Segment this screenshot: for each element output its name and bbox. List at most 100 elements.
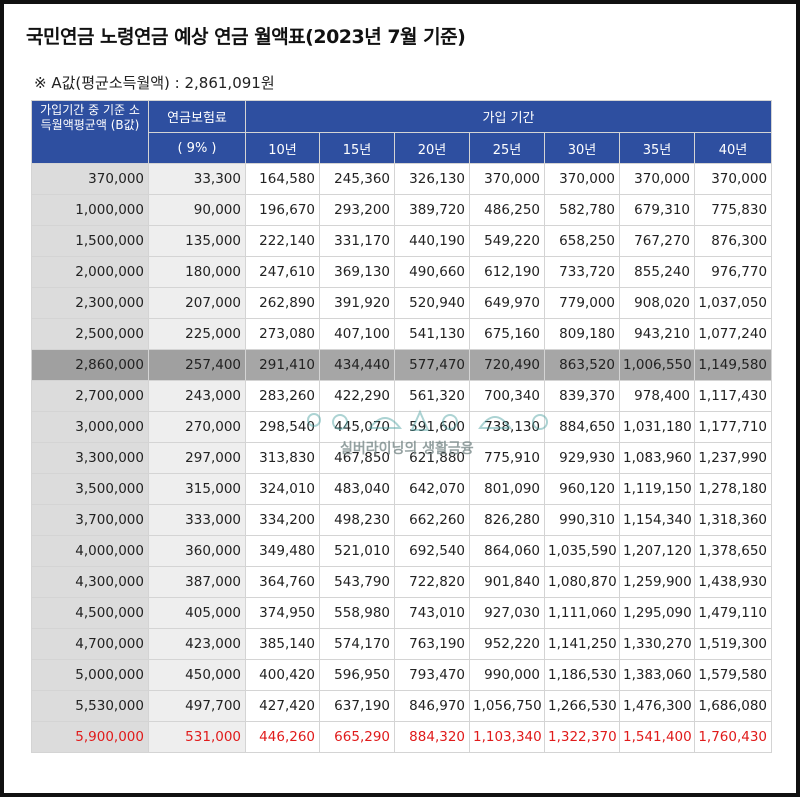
pension-cell: 612,190 (469, 256, 545, 288)
pension-cell: 1,479,110 (693, 597, 773, 629)
pension-cell: 385,140 (245, 628, 320, 660)
pension-cell: 1,080,870 (544, 566, 620, 598)
pension-cell: 846,970 (394, 690, 470, 722)
base-income-cell: 2,700,000 (31, 380, 149, 412)
pension-cell: 370,000 (544, 163, 620, 195)
pension-cell: 665,290 (319, 721, 395, 753)
premium-cell: 315,000 (148, 473, 246, 505)
pension-cell: 331,170 (319, 225, 395, 257)
pension-cell: 908,020 (619, 287, 695, 319)
premium-cell: 531,000 (148, 721, 246, 753)
pension-cell: 901,840 (469, 566, 545, 598)
pension-cell: 1,111,060 (544, 597, 620, 629)
base-income-cell: 1,000,000 (31, 194, 149, 226)
table-row: 1,500,000 135,000 222,140 331,170 440,190 549… (31, 225, 773, 257)
pension-cell: 582,780 (544, 194, 620, 226)
pension-cell: 1,438,930 (693, 566, 773, 598)
pension-cell: 1,177,710 (693, 411, 773, 443)
pension-cell: 884,320 (394, 721, 470, 753)
pension-cell: 649,970 (469, 287, 545, 319)
premium-cell: 270,000 (148, 411, 246, 443)
pension-cell: 864,060 (469, 535, 545, 567)
pension-cell: 952,220 (469, 628, 545, 660)
base-income-cell: 5,530,000 (31, 690, 149, 722)
pension-cell: 561,320 (394, 380, 470, 412)
base-income-cell: 2,860,000 (31, 349, 149, 381)
pension-cell: 990,310 (544, 504, 620, 536)
table-row: 5,000,000 450,000 400,420 596,950 793,470 990… (31, 659, 773, 691)
premium-cell: 90,000 (148, 194, 246, 226)
premium-cell: 135,000 (148, 225, 246, 257)
premium-cell: 257,400 (148, 349, 246, 381)
base-income-cell: 3,500,000 (31, 473, 149, 505)
pension-table: 가입기간 중 기준 소득월액평균액 (B값) 연금보험료 가입 기간 ( 9% … (31, 100, 773, 753)
premium-cell: 405,000 (148, 597, 246, 629)
base-income-cell: 2,000,000 (31, 256, 149, 288)
pension-cell: 374,950 (245, 597, 320, 629)
pension-cell: 483,040 (319, 473, 395, 505)
pension-cell: 196,670 (245, 194, 320, 226)
pension-cell: 767,270 (619, 225, 695, 257)
period-header-1: 15년 (319, 132, 395, 164)
table-row: 2,700,000 243,000 283,260 422,290 561,320 700… (31, 380, 773, 412)
pension-cell: 400,420 (245, 659, 320, 691)
pension-cell: 1,031,180 (619, 411, 695, 443)
period-header-0: 10년 (245, 132, 320, 164)
premium-cell: 387,000 (148, 566, 246, 598)
pension-cell: 763,190 (394, 628, 470, 660)
period-header-6: 40년 (693, 132, 773, 164)
pension-cell: 313,830 (245, 442, 320, 474)
pension-cell: 1,103,340 (469, 721, 545, 753)
pension-cell: 876,300 (693, 225, 773, 257)
table-row: 2,300,000 207,000 262,890 391,920 520,940 649… (31, 287, 773, 319)
pension-cell: 1,266,530 (544, 690, 620, 722)
pension-cell: 293,200 (319, 194, 395, 226)
pension-cell: 1,117,430 (693, 380, 773, 412)
table-row: 4,500,000 405,000 374,950 558,980 743,010 927… (31, 597, 773, 629)
pension-cell: 976,770 (693, 256, 773, 288)
pension-cell: 164,580 (245, 163, 320, 195)
pension-cell: 467,850 (319, 442, 395, 474)
pension-cell: 960,120 (544, 473, 620, 505)
premium-cell: 497,700 (148, 690, 246, 722)
pension-cell: 364,760 (245, 566, 320, 598)
table-row: 4,000,000 360,000 349,480 521,010 692,540 864… (31, 535, 773, 567)
pension-cell: 1,295,090 (619, 597, 695, 629)
pension-cell: 978,400 (619, 380, 695, 412)
base-income-cell: 5,000,000 (31, 659, 149, 691)
table-row: 2,500,000 225,000 273,080 407,100 541,130 675… (31, 318, 773, 350)
pension-cell: 779,000 (544, 287, 620, 319)
pension-cell: 738,130 (469, 411, 545, 443)
table-row: 3,700,000 333,000 334,200 498,230 662,260 826… (31, 504, 773, 536)
base-income-cell: 4,000,000 (31, 535, 149, 567)
pension-cell: 929,930 (544, 442, 620, 474)
base-income-cell: 5,900,000 (31, 721, 149, 753)
pension-cell: 743,010 (394, 597, 470, 629)
pension-cell: 637,190 (319, 690, 395, 722)
period-header-3: 25년 (469, 132, 545, 164)
pension-cell: 596,950 (319, 659, 395, 691)
pension-cell: 1,278,180 (693, 473, 773, 505)
pension-cell: 700,340 (469, 380, 545, 412)
pension-cell: 407,100 (319, 318, 395, 350)
premium-cell: 297,000 (148, 442, 246, 474)
pension-cell: 801,090 (469, 473, 545, 505)
premium-cell: 450,000 (148, 659, 246, 691)
pension-cell: 1,318,360 (693, 504, 773, 536)
base-income-cell: 1,500,000 (31, 225, 149, 257)
pension-cell: 720,490 (469, 349, 545, 381)
pension-cell: 855,240 (619, 256, 695, 288)
premium-cell: 423,000 (148, 628, 246, 660)
pension-cell: 549,220 (469, 225, 545, 257)
pension-cell: 826,280 (469, 504, 545, 536)
pension-cell: 1,035,590 (544, 535, 620, 567)
pension-cell: 298,540 (245, 411, 320, 443)
pension-cell: 1,083,960 (619, 442, 695, 474)
pension-cell: 943,210 (619, 318, 695, 350)
premium-cell: 333,000 (148, 504, 246, 536)
pension-cell: 1,077,240 (693, 318, 773, 350)
pension-cell: 446,260 (245, 721, 320, 753)
table-row: 4,700,000 423,000 385,140 574,170 763,190 952… (31, 628, 773, 660)
pension-cell: 247,610 (245, 256, 320, 288)
